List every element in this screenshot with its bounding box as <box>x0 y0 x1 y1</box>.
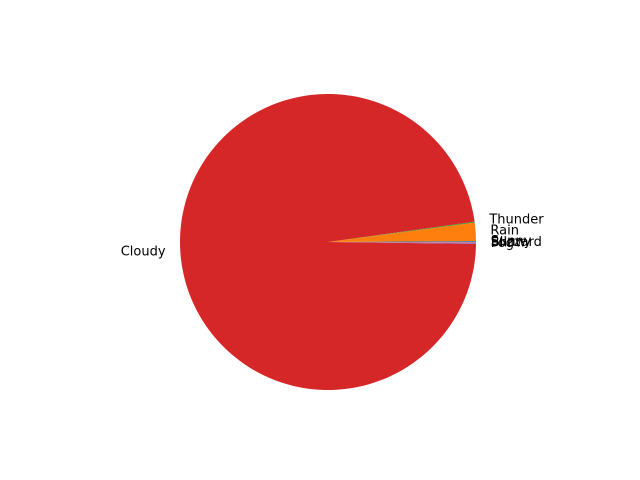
pie-slice-fog <box>328 242 476 244</box>
pie-slice-snow <box>328 242 476 243</box>
pie-label-cloudy: Cloudy <box>121 245 166 260</box>
pie-slice-thunder <box>328 221 475 242</box>
pie-slice-rain <box>328 222 476 242</box>
pie-label-fog: Fog <box>491 236 514 251</box>
pie-label-thunder: Thunder <box>488 213 544 228</box>
pie-label-rain: Rain <box>490 223 519 238</box>
pie-slice-sunny <box>328 241 476 242</box>
pie-label-snow: Snow <box>491 235 526 250</box>
pie-label-blizzard: Blizzard <box>491 235 542 250</box>
pie-slice-cloudy <box>180 94 476 391</box>
pie-slices <box>180 94 477 391</box>
pie-label-sunny: Sunny <box>491 234 532 249</box>
